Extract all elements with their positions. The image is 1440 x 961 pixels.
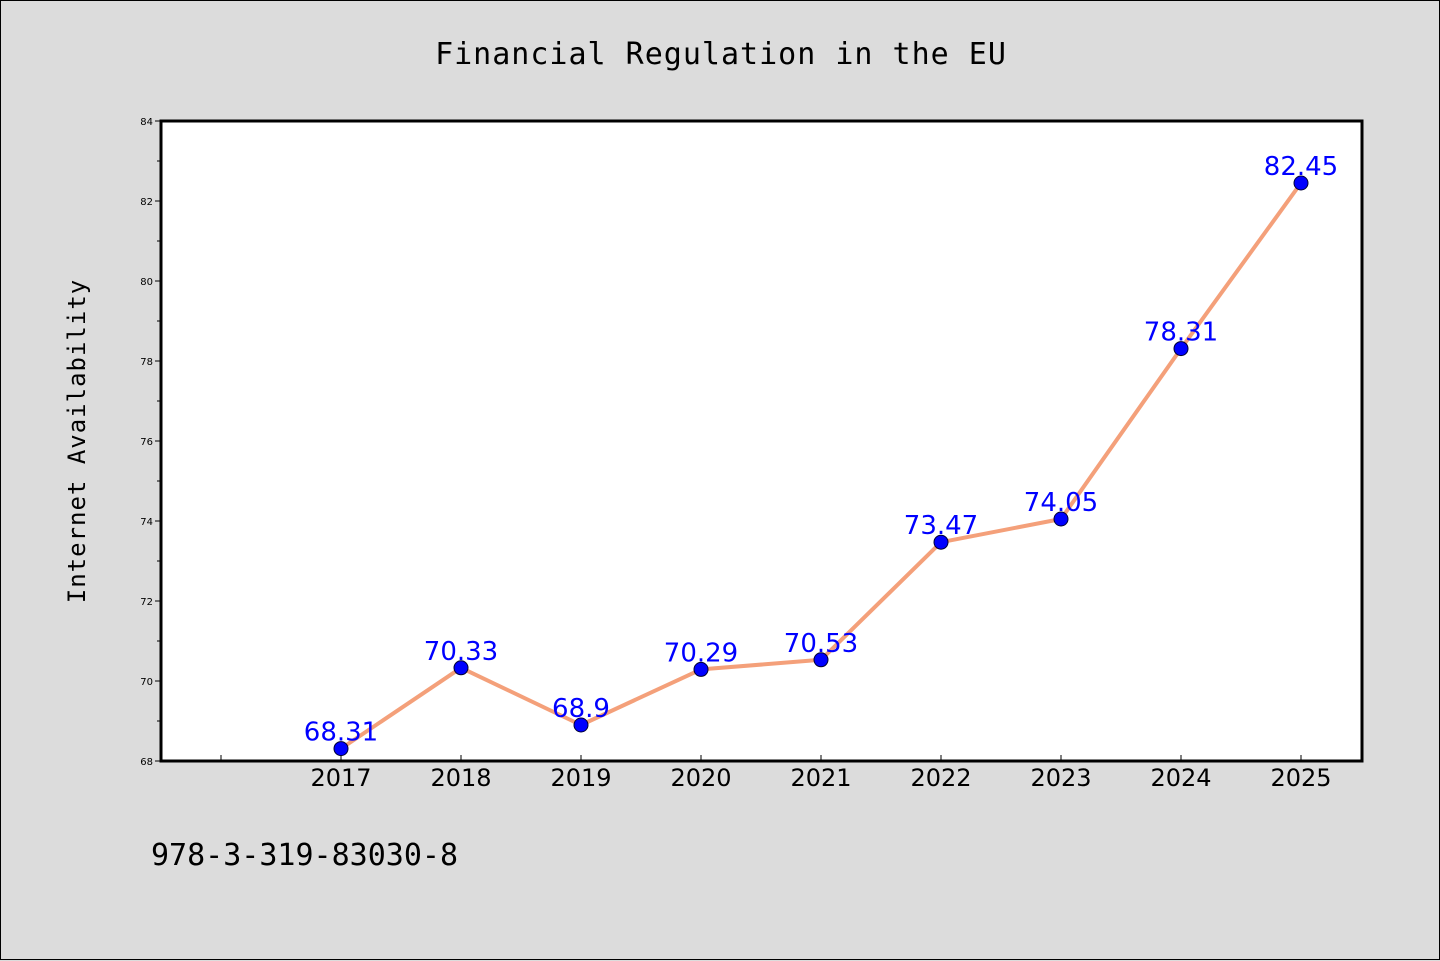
data-label: 73.47: [904, 511, 978, 541]
data-label: 70.33: [424, 637, 498, 667]
y-axis-label: Internet Availability: [63, 279, 91, 603]
x-tick-label: 2025: [1270, 764, 1331, 792]
data-point: [813, 652, 829, 668]
y-tick-label: 72: [140, 597, 153, 608]
data-points: [333, 175, 1309, 757]
data-label: 82.45: [1264, 152, 1338, 182]
plot-area: [159, 119, 1364, 763]
x-axis-ticks: 2017 2018 2019 2020 2021 2022 2023 2024 2025: [220, 755, 1332, 792]
data-point: [1293, 175, 1309, 191]
data-point: [693, 661, 709, 677]
x-tick-label: 2020: [670, 764, 731, 792]
y-tick-label: 84: [140, 117, 153, 128]
y-axis-ticks: 68 70 72 74 76 78 80 82 84: [140, 117, 161, 768]
x-tick-label: 2018: [430, 764, 491, 792]
data-label: 70.29: [664, 638, 738, 668]
data-point: [453, 660, 469, 676]
y-tick-label: 82: [140, 197, 153, 208]
y-tick-label: 80: [140, 277, 153, 288]
y-tick-label: 70: [140, 677, 153, 688]
data-point: [1053, 511, 1069, 527]
data-label: 68.9: [552, 694, 610, 724]
y-tick-label: 68: [140, 757, 153, 768]
y-tick-label: 74: [140, 517, 153, 528]
y-tick-label: 76: [140, 437, 153, 448]
data-label: 78.31: [1144, 318, 1218, 348]
data-labels: 68.31 70.33 68.9 70.29 70.53 73.47 74.05 78.31 8…: [304, 152, 1338, 748]
data-label: 70.53: [784, 629, 858, 659]
isbn-annotation: 978-3-319-83030-8: [151, 838, 458, 873]
x-tick-label: 2017: [310, 764, 371, 792]
data-point: [1173, 341, 1189, 357]
x-tick-label: 2019: [550, 764, 611, 792]
chart-title: Financial Regulation in the EU: [435, 37, 1007, 72]
data-point: [933, 534, 949, 550]
x-tick-label: 2021: [790, 764, 851, 792]
y-tick-label: 78: [140, 357, 153, 368]
data-label: 74.05: [1024, 488, 1098, 518]
x-tick-label: 2023: [1030, 764, 1091, 792]
data-point: [333, 741, 349, 757]
data-label: 68.31: [304, 718, 378, 748]
data-point: [573, 717, 589, 733]
x-tick-label: 2024: [1150, 764, 1211, 792]
x-tick-label: 2022: [910, 764, 971, 792]
